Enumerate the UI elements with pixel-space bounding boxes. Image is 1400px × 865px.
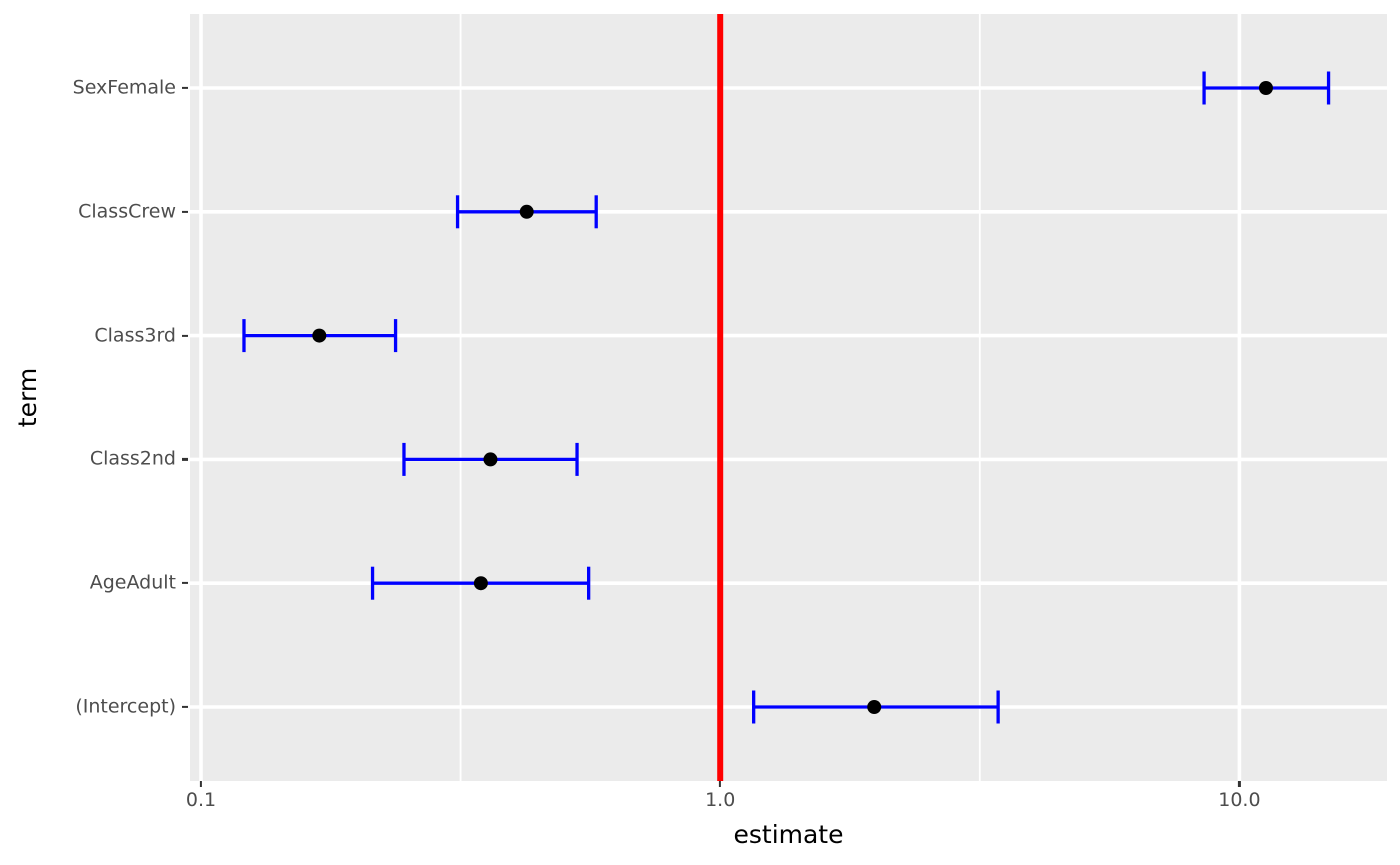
x-tick-label: 0.1 (185, 789, 217, 811)
y-tick-label: AgeAdult (89, 571, 176, 594)
x-tick-label: 10.0 (1218, 789, 1261, 811)
y-axis-tick (182, 334, 188, 337)
y-tick-label: Class3rd (94, 324, 176, 347)
y-axis-tick (182, 458, 188, 461)
y-axis-tick (182, 86, 188, 90)
error-bar-SexFemale (1202, 71, 1331, 105)
estimate-point (312, 328, 327, 343)
estimate-point (483, 452, 498, 467)
x-axis-tick (719, 781, 722, 787)
x-axis-tick (1238, 781, 1241, 787)
error-bar-AgeAdult (370, 566, 591, 600)
y-axis-title-container: term (10, 14, 46, 781)
y-axis-title: term (13, 367, 43, 428)
estimate-point (867, 700, 882, 714)
error-bar-Class3rd (242, 319, 398, 353)
y-axis-tick (182, 210, 188, 213)
error-bar-Intercept (752, 690, 1000, 724)
estimate-point (473, 576, 488, 591)
x-tick-label: 1.0 (705, 789, 736, 811)
plot-panel (190, 14, 1387, 781)
y-tick-label: SexFemale (72, 76, 176, 99)
estimate-point (1258, 81, 1273, 95)
plot-canvas (190, 14, 1387, 781)
error-bar-Class2nd (402, 442, 579, 476)
y-tick-label: ClassCrew (78, 200, 176, 223)
error-bar-ClassCrew (455, 195, 598, 229)
x-axis-title: estimate (733, 820, 844, 849)
x-axis-tick (199, 781, 203, 787)
y-tick-label: (Intercept) (75, 695, 176, 718)
y-axis-tick (182, 705, 188, 709)
y-tick-label: Class2nd (89, 447, 176, 470)
y-axis-tick (182, 582, 188, 585)
estimate-point (519, 204, 534, 219)
